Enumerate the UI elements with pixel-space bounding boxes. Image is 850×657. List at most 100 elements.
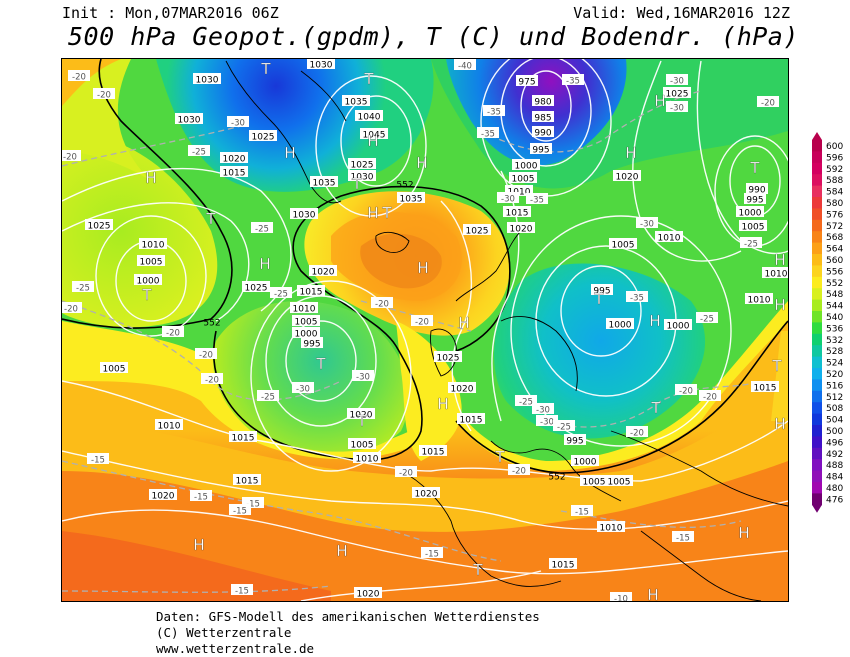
isotherm-label: -30 (292, 382, 314, 395)
isobar-label: 1010 (290, 302, 318, 315)
isobar-label: 1030 (175, 113, 203, 126)
footer-data-source: Daten: GFS-Modell des amerikanischen Wet… (156, 609, 540, 624)
legend-swatch (812, 219, 822, 232)
low-pressure-marker: T (141, 286, 152, 304)
legend-value: 536 (826, 324, 843, 334)
svg-text:1015: 1015 (552, 561, 575, 571)
svg-text:1025: 1025 (88, 222, 111, 232)
legend-swatch (812, 447, 822, 460)
legend-value: 548 (826, 290, 843, 300)
legend-value: 572 (826, 222, 843, 232)
isobar-label: 1015 (419, 445, 447, 458)
legend-value: 524 (826, 359, 843, 369)
isobar-label: 1020 (220, 152, 248, 165)
isobar-label: 1010 (139, 238, 167, 251)
svg-text:995: 995 (303, 340, 320, 350)
svg-text:1005: 1005 (583, 478, 606, 488)
isobar-label: 1015 (457, 413, 485, 426)
isobar-label: 1005 (137, 255, 165, 268)
isobar-label: 1040 (355, 110, 383, 123)
high-pressure-marker: H (738, 524, 749, 542)
isobar-label: 1025 (348, 158, 376, 171)
isotherm-label: -15 (571, 505, 593, 518)
svg-text:-30: -30 (640, 220, 654, 230)
svg-text:1025: 1025 (666, 90, 689, 100)
legend-value: 592 (826, 165, 843, 175)
color-legend: 600 596 592 588 584 580 576 572 568 564 560 556 552 5… (810, 132, 850, 528)
isotherm-label: -35 (526, 193, 548, 206)
svg-text:1010: 1010 (748, 296, 771, 306)
isobar-label: 990 (532, 126, 554, 139)
isobar-label: 1015 (751, 381, 779, 394)
high-pressure-marker: H (625, 144, 636, 162)
svg-text:-20: -20 (205, 376, 219, 386)
svg-text:1010: 1010 (658, 234, 681, 244)
svg-text:-25: -25 (519, 398, 533, 408)
isotherm-label: -15 (421, 547, 443, 560)
isotherm-label: -25 (515, 395, 537, 408)
chart-title: 500 hPa Geopot.(gpdm), T (C) und Bodendr… (68, 22, 799, 51)
legend-swatch (812, 379, 822, 392)
isobar-label: 1035 (310, 176, 338, 189)
legend-swatch (812, 493, 822, 506)
svg-text:1020: 1020 (415, 490, 438, 500)
isotherm-label: -35 (477, 127, 499, 140)
svg-text:1025: 1025 (351, 161, 374, 171)
svg-text:-25: -25 (261, 393, 275, 403)
weather-map: 1030 1030 1030 1035 1040 1045 1025 1020 1015 1025… (61, 58, 789, 602)
legend-value: 596 (826, 153, 843, 163)
svg-text:-20: -20 (375, 300, 389, 310)
isobar-label: 995 (591, 284, 613, 297)
legend-value: 532 (826, 336, 843, 346)
isobar-label: 1005 (609, 238, 637, 251)
legend-swatch (812, 322, 822, 335)
isobar-label: 1010 (155, 419, 183, 432)
isobar-label: 1025 (85, 219, 113, 232)
svg-text:995: 995 (566, 437, 583, 447)
svg-text:1010: 1010 (356, 455, 379, 465)
high-pressure-marker: H (654, 92, 665, 110)
isobar-label: 1005 (739, 220, 767, 233)
isobar-label: 1025 (434, 351, 462, 364)
svg-text:-15: -15 (676, 534, 690, 544)
legend-bottom-arrow (812, 504, 822, 513)
isobar-label: 1020 (347, 408, 375, 421)
legend-value: 556 (826, 267, 843, 277)
isotherm-label: -20 (675, 384, 697, 397)
svg-text:980: 980 (534, 98, 551, 108)
legend-swatch (812, 276, 822, 289)
isotherm-label: -25 (740, 237, 762, 250)
svg-text:1005: 1005 (140, 258, 163, 268)
isobar-label: 975 (516, 75, 538, 88)
isobar-label: 1015 (233, 474, 261, 487)
svg-text:1000: 1000 (667, 322, 690, 332)
svg-text:1000: 1000 (137, 277, 160, 287)
legend-swatch (812, 470, 822, 483)
svg-text:1015: 1015 (460, 416, 483, 426)
isotherm-label: -20 (411, 315, 433, 328)
svg-text:1020: 1020 (152, 492, 175, 502)
svg-text:995: 995 (532, 146, 549, 156)
svg-text:1000: 1000 (515, 162, 538, 172)
legend-swatch (812, 231, 822, 244)
svg-text:1005: 1005 (742, 223, 765, 233)
svg-text:-20: -20 (679, 387, 693, 397)
legend-value: 480 (826, 484, 843, 494)
svg-text:1030: 1030 (196, 76, 219, 86)
high-pressure-marker: H (284, 144, 295, 162)
svg-text:1005: 1005 (351, 441, 374, 451)
legend-value: 520 (826, 370, 843, 380)
isotherm-label: -25 (72, 281, 94, 294)
high-pressure-marker: H (458, 314, 469, 332)
svg-text:-30: -30 (501, 195, 515, 205)
isobar-label: 1020 (613, 170, 641, 183)
svg-text:1005: 1005 (608, 478, 631, 488)
svg-text:1030: 1030 (293, 211, 316, 221)
isobar-label: 1030 (193, 73, 221, 86)
isobar-label: 995 (744, 193, 766, 206)
isotherm-label: -30 (636, 217, 658, 230)
legend-value: 504 (826, 416, 843, 426)
svg-text:-15: -15 (235, 587, 249, 597)
legend-value: 484 (826, 473, 843, 483)
svg-text:995: 995 (593, 287, 610, 297)
